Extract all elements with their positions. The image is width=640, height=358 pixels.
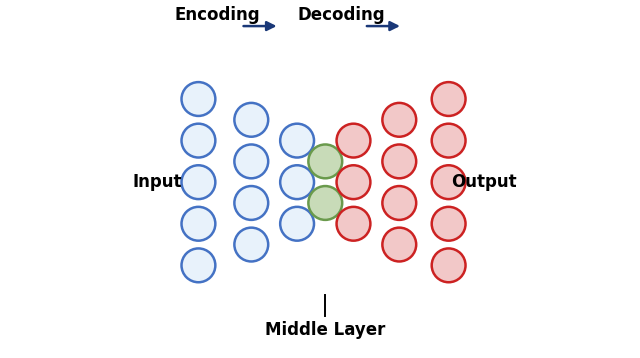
Text: Middle Layer: Middle Layer [265, 321, 385, 339]
Circle shape [182, 165, 215, 199]
Circle shape [234, 228, 268, 261]
Circle shape [432, 165, 465, 199]
Circle shape [337, 124, 371, 158]
Circle shape [308, 186, 342, 220]
Circle shape [182, 82, 215, 116]
Circle shape [234, 186, 268, 220]
Circle shape [432, 124, 465, 158]
Circle shape [234, 103, 268, 137]
Circle shape [382, 145, 416, 178]
Circle shape [182, 207, 215, 241]
Text: Encoding: Encoding [175, 6, 260, 24]
Circle shape [382, 228, 416, 261]
Circle shape [432, 82, 465, 116]
Text: Input: Input [132, 173, 182, 191]
Circle shape [234, 145, 268, 178]
Circle shape [280, 124, 314, 158]
Text: Output: Output [451, 173, 516, 191]
Text: Decoding: Decoding [298, 6, 385, 24]
Circle shape [308, 145, 342, 178]
Circle shape [280, 207, 314, 241]
Circle shape [182, 248, 215, 282]
Circle shape [337, 207, 371, 241]
Circle shape [382, 103, 416, 137]
Circle shape [337, 165, 371, 199]
Circle shape [432, 207, 465, 241]
Circle shape [182, 124, 215, 158]
Circle shape [432, 248, 465, 282]
Circle shape [382, 186, 416, 220]
Circle shape [280, 165, 314, 199]
